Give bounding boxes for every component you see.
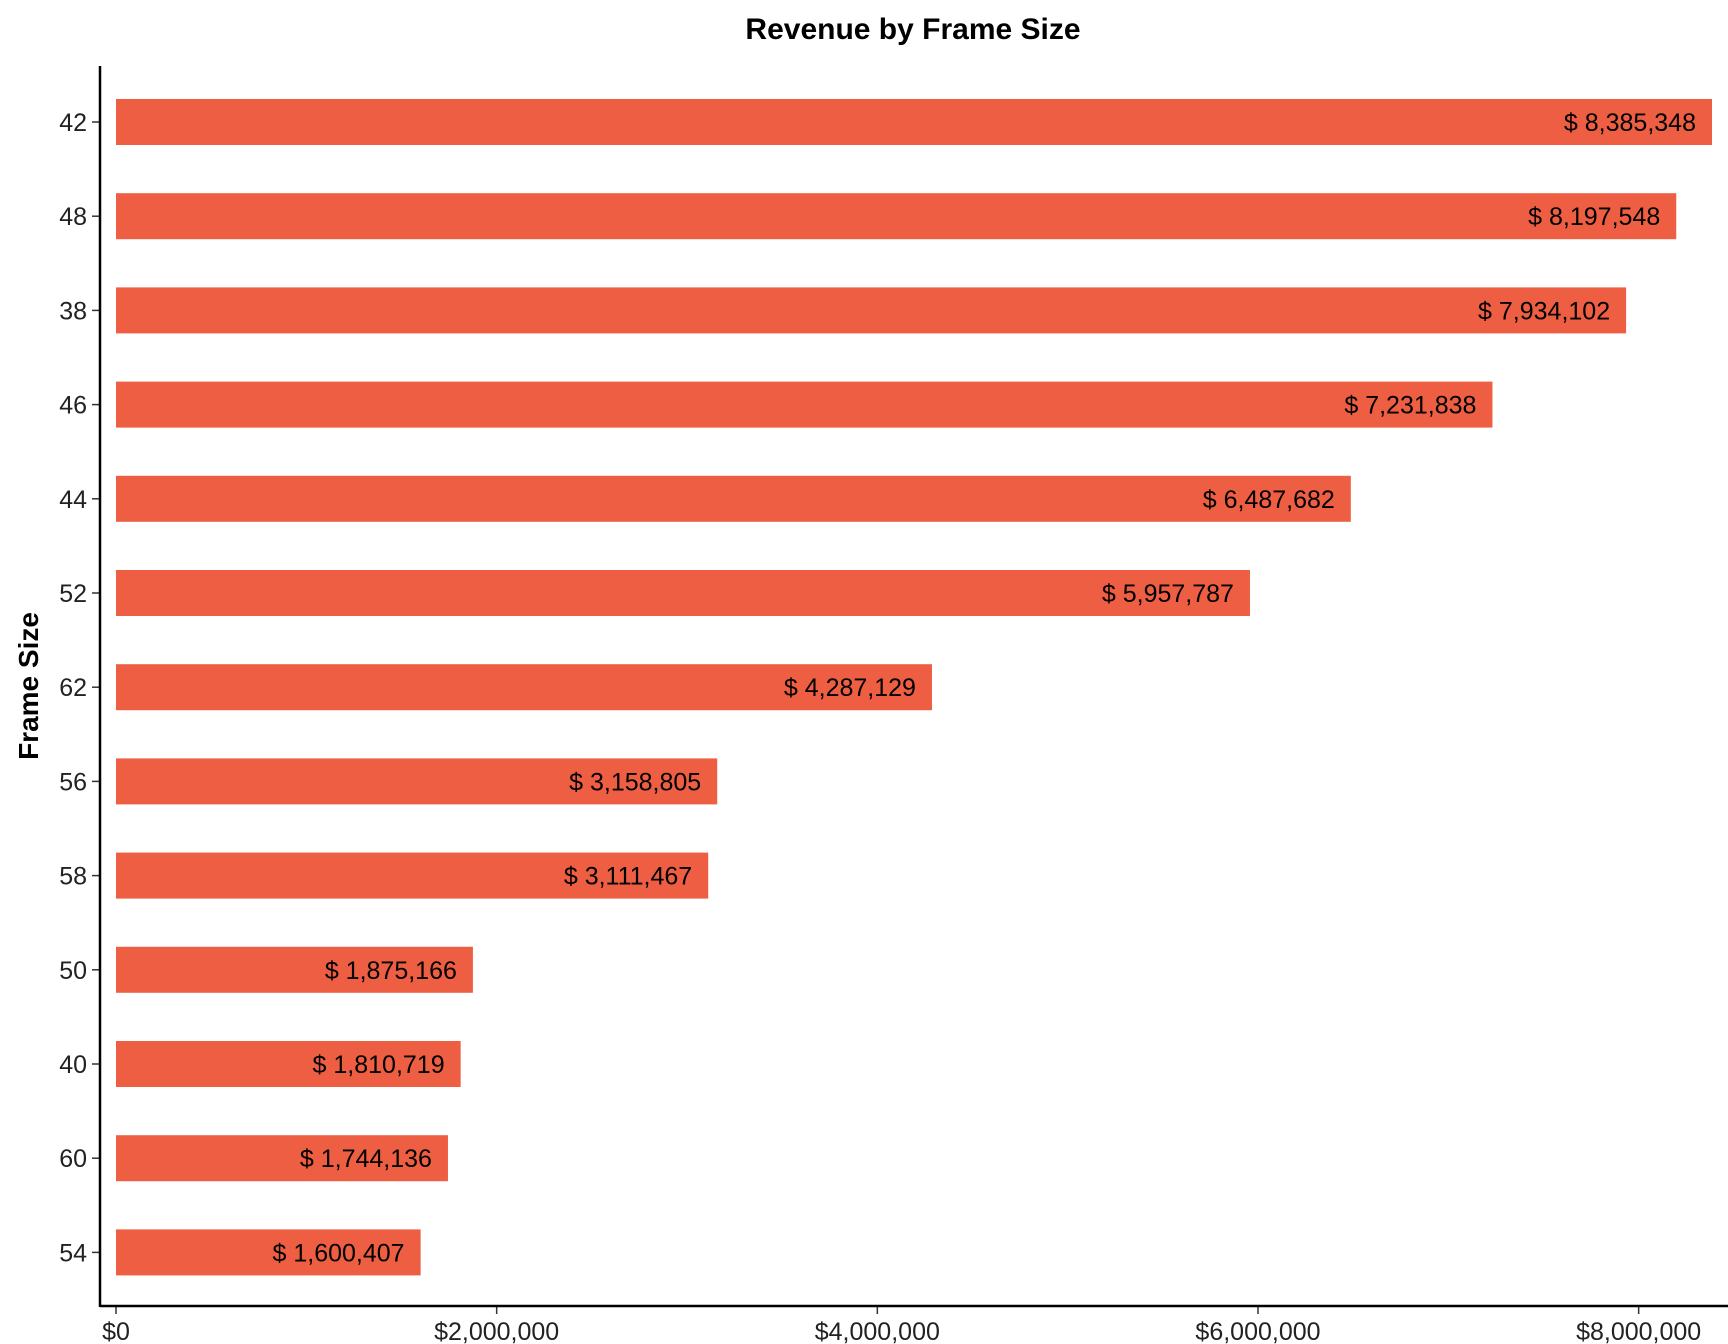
bar-44 (116, 475, 1351, 522)
y-tick-label-46: 46 (59, 392, 87, 420)
data-label-58: $ 3,111,467 (564, 863, 692, 891)
y-tick-label-48: 48 (59, 203, 87, 231)
bar-60 (116, 1135, 448, 1182)
y-axis-ticks: 42 48 38 46 44 52 62 56 58 50 40 60 54 (59, 109, 100, 1267)
y-tick-label-58: 58 (59, 863, 87, 891)
bar-40 (116, 1041, 461, 1087)
y-tick-label-52: 52 (59, 580, 87, 608)
data-label-52: $ 5,957,787 (1102, 580, 1234, 608)
bars-group (116, 99, 1712, 1276)
bar-42 (116, 99, 1712, 145)
data-label-50: $ 1,875,166 (325, 957, 457, 985)
y-tick-label-38: 38 (59, 297, 87, 325)
bar-46 (116, 381, 1493, 428)
data-label-46: $ 7,231,838 (1344, 392, 1476, 420)
data-label-48: $ 8,197,548 (1528, 203, 1660, 231)
bar-38 (116, 287, 1627, 334)
x-tick-label-4: $8,000,000 (1576, 1318, 1701, 1344)
y-tick-label-44: 44 (59, 486, 87, 514)
y-tick-label-62: 62 (59, 674, 87, 702)
data-label-38: $ 7,934,102 (1478, 297, 1610, 325)
x-tick-label-2: $4,000,000 (815, 1318, 940, 1344)
data-label-44: $ 6,487,682 (1203, 486, 1335, 514)
bar-50 (116, 946, 473, 993)
x-axis-ticks: $0 $2,000,000 $4,000,000 $6,000,000 $8,000,0… (102, 1306, 1701, 1344)
bar-48 (116, 193, 1677, 240)
y-tick-label-40: 40 (59, 1051, 87, 1079)
y-tick-label-60: 60 (59, 1145, 87, 1173)
data-labels-group: $ 8,385,348 $ 8,197,548 $ 7,934,102 $ 7,231… (273, 109, 1696, 1267)
bar-62 (116, 664, 932, 711)
data-label-56: $ 3,158,805 (569, 768, 701, 796)
data-label-40: $ 1,810,719 (313, 1051, 445, 1079)
y-axis-title: Frame Size (13, 612, 44, 760)
x-tick-label-1: $2,000,000 (434, 1318, 559, 1344)
data-label-54: $ 1,600,407 (273, 1239, 405, 1267)
x-tick-label-3: $6,000,000 (1195, 1318, 1320, 1344)
x-tick-label-0: $0 (102, 1318, 130, 1344)
bar-52 (116, 570, 1250, 616)
data-label-62: $ 4,287,129 (784, 674, 916, 702)
y-tick-label-50: 50 (59, 957, 87, 985)
y-tick-label-56: 56 (59, 768, 87, 796)
data-label-60: $ 1,744,136 (300, 1145, 432, 1173)
y-tick-label-42: 42 (59, 109, 87, 137)
data-label-42: $ 8,385,348 (1564, 109, 1696, 137)
bar-58 (116, 852, 709, 899)
bar-56 (116, 758, 718, 805)
bar-54 (116, 1229, 421, 1276)
y-tick-label-54: 54 (59, 1239, 87, 1267)
chart-title: Revenue by Frame Size (745, 13, 1080, 46)
